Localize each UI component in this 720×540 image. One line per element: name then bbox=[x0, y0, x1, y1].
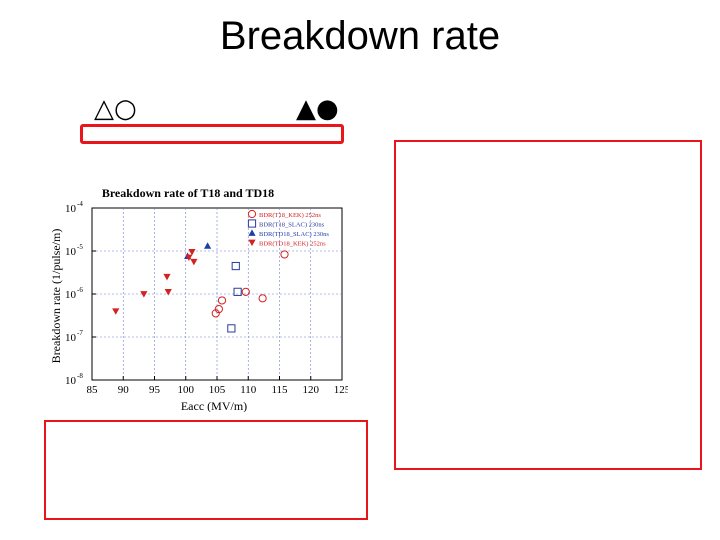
x-tick-label: 120 bbox=[303, 384, 320, 396]
data-point bbox=[214, 304, 223, 314]
legend-marker bbox=[248, 229, 256, 236]
x-tick-label: 100 bbox=[178, 384, 195, 396]
open-triangle-circle-symbols: △○ bbox=[94, 94, 137, 124]
data-point bbox=[258, 294, 267, 303]
y-tick-exponent: -5 bbox=[77, 243, 83, 251]
data-point bbox=[227, 324, 236, 333]
slide-title: Breakdown rate bbox=[219, 14, 501, 58]
x-tick-label: 125 bbox=[334, 384, 348, 396]
x-tick-label: 115 bbox=[271, 384, 288, 396]
data-point bbox=[112, 308, 120, 315]
legend-entry: BDR(T18_SLAC) 230ns bbox=[259, 222, 325, 229]
legend-entry: BDR(T18_KEK) 252ns bbox=[259, 212, 321, 219]
y-tick-label: 10 bbox=[65, 332, 77, 344]
chart-legend: BDR(T18_KEK) 252ns BDR(T18_SLAC) 230ns BDR… bbox=[247, 209, 329, 248]
x-axis-label: Eacc (MV/m) bbox=[181, 399, 247, 412]
data-point bbox=[140, 291, 148, 298]
legend-entry: BDR(TD18_SLAC) 230ns bbox=[259, 231, 329, 238]
data-point bbox=[241, 287, 250, 296]
legend-marker bbox=[248, 239, 256, 247]
data-point bbox=[204, 242, 212, 249]
data-point bbox=[233, 287, 242, 296]
legend-entry: BDR(TD18_KEK) 252ns bbox=[259, 241, 326, 248]
legend-marker bbox=[247, 209, 257, 219]
data-point bbox=[231, 261, 240, 271]
y-tick-exponent: -7 bbox=[77, 329, 83, 337]
data-point bbox=[163, 273, 171, 281]
x-tick-label: 105 bbox=[209, 384, 226, 396]
legend-marker bbox=[247, 219, 257, 228]
chart-title: Breakdown rate of T18 and TD18 bbox=[102, 186, 274, 200]
y-tick-label: 10 bbox=[65, 246, 77, 258]
y-tick-label: 10 bbox=[65, 203, 77, 215]
data-point bbox=[185, 254, 193, 262]
data-point bbox=[280, 250, 289, 259]
x-tick-label: 95 bbox=[149, 384, 161, 396]
data-point bbox=[188, 248, 196, 256]
x-tick-label: 85 bbox=[87, 384, 99, 396]
filled-triangle-circle-symbols: ▲● bbox=[296, 94, 339, 124]
plot-area bbox=[91, 207, 343, 381]
bottom-red-frame bbox=[44, 420, 368, 520]
y-tick-exponent: -8 bbox=[77, 372, 83, 380]
right-red-frame bbox=[394, 140, 702, 470]
data-point bbox=[190, 258, 198, 266]
breakdown-rate-chart: Breakdown rate of T18 and TD18 85 90 95 100… bbox=[49, 186, 348, 412]
y-axis-label: Breakdown rate (1/pulse/m) bbox=[49, 229, 63, 364]
data-marks bbox=[112, 242, 289, 333]
y-tick-exponent: -6 bbox=[77, 286, 83, 294]
x-tick-label: 110 bbox=[240, 384, 257, 396]
y-tick-label: 10 bbox=[65, 375, 77, 387]
y-tick-label: 10 bbox=[65, 289, 77, 301]
data-point bbox=[164, 288, 172, 296]
data-point bbox=[217, 296, 227, 305]
x-tick-label: 90 bbox=[118, 384, 130, 396]
y-tick-exponent: -4 bbox=[77, 200, 83, 208]
highlight-bracket bbox=[80, 124, 344, 144]
axes: 85 90 95 100 105 110 115 120 12510-410-510-610-7… bbox=[65, 200, 348, 396]
